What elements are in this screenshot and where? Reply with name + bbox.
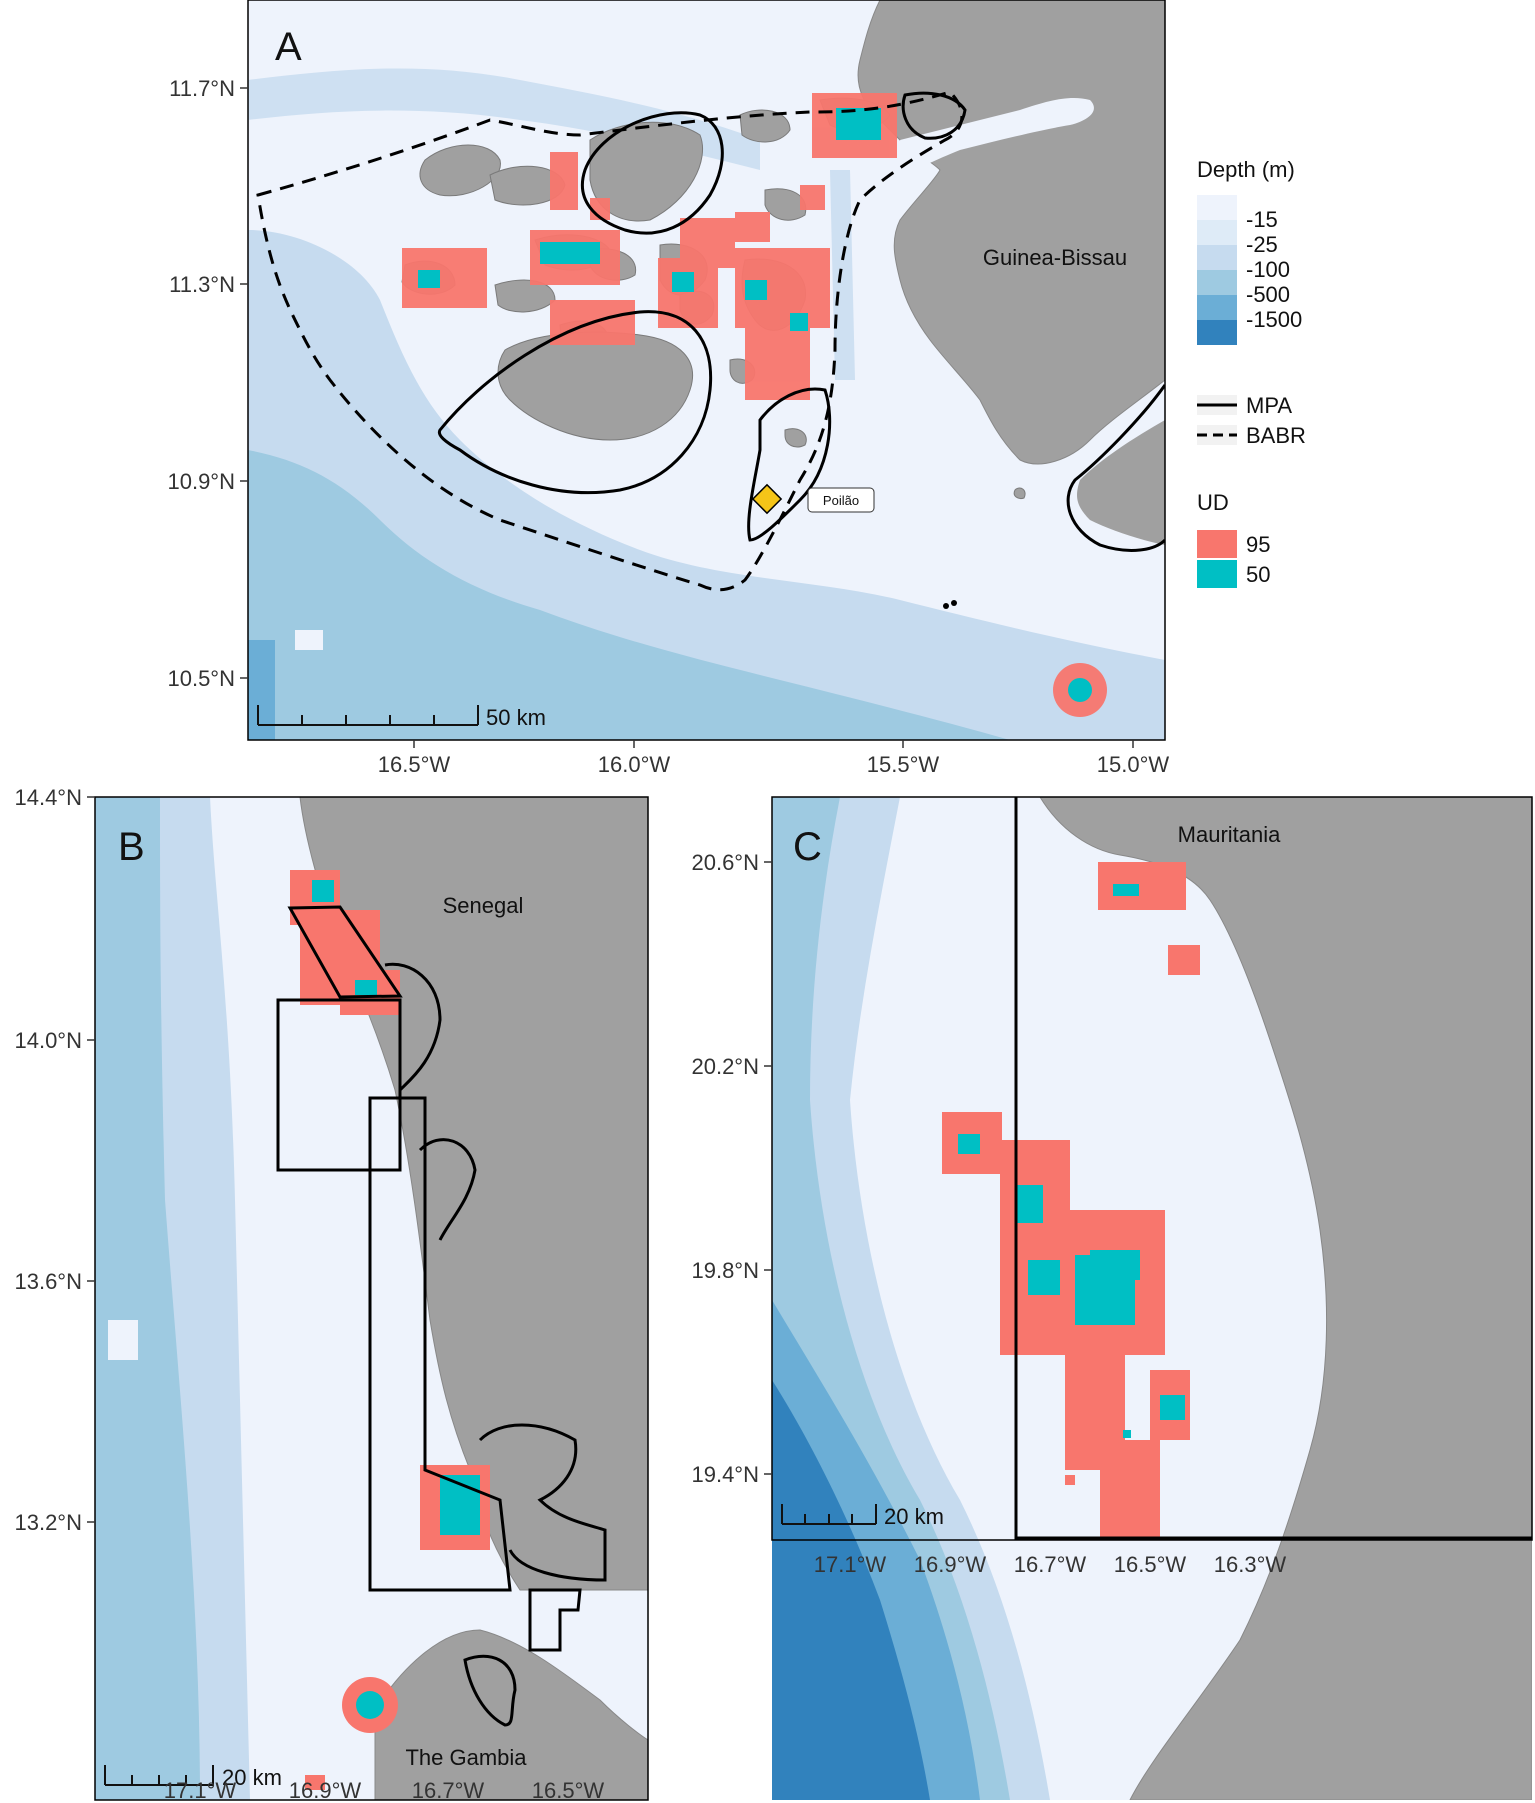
legend-ud-title: UD (1197, 490, 1229, 515)
panel-c-x-axis: 17.1°W 16.9°W 16.7°W 16.5°W 16.3°W (814, 1552, 1287, 1577)
legend: Depth (m) -15 -25 -100 -500 -1500 MPA BA… (1197, 157, 1306, 588)
islet-dot (951, 600, 957, 606)
panel-c-frame (771, 796, 1533, 1541)
x-tick-label: 16.7°W (412, 1778, 485, 1803)
panel-b-x-axis: 17.1°W 16.9°W 16.7°W 16.5°W (164, 1778, 605, 1803)
islet-dot (943, 603, 949, 609)
legend-mpa-label: MPA (1246, 393, 1292, 418)
depth-label: -25 (1246, 232, 1278, 257)
panel-a: Poilão Guinea-Bissau A 50 km (167, 0, 1169, 777)
country-label-mauritania: Mauritania (1178, 822, 1281, 847)
poilao-label: Poilão (823, 493, 859, 508)
depth-band-100 (248, 450, 1010, 740)
x-tick-label: 16.0°W (598, 752, 671, 777)
panel-c-y-axis: 20.6°N 20.2°N 19.8°N 19.4°N (691, 850, 772, 1487)
scale-bar-a (257, 705, 479, 726)
depth-band-15-upper (248, 68, 760, 170)
legend-ud-50-label: 50 (1246, 562, 1270, 587)
y-tick-label: 13.2°N (14, 1510, 82, 1535)
y-tick-label: 11.7°N (169, 76, 235, 101)
country-label-gambia: The Gambia (405, 1745, 527, 1770)
panel-a-x-axis: 16.5°W 16.0°W 15.5°W 15.0°W (378, 740, 1170, 777)
y-tick-label: 11.3°N (169, 272, 235, 297)
depth-band-1500 (772, 1380, 930, 1800)
panel-b-y-axis: 14.4°N 14.0°N 13.6°N 13.2°N (14, 785, 95, 1535)
panel-letter-c: C (793, 825, 822, 869)
panel-c-map: Mauritania C 20 km (772, 797, 1532, 1800)
x-tick-label: 15.5°W (867, 752, 940, 777)
panel-letter-b: B (118, 825, 145, 869)
scale-label-c: 20 km (884, 1504, 944, 1529)
legend-depth-title: Depth (m) (1197, 157, 1295, 182)
scale-bar-c (781, 1504, 877, 1525)
scale-bar-b (104, 1765, 214, 1786)
panel-c: Mauritania C 20 km 20.6°N 20.2°N 19.8°N … (691, 796, 1533, 1800)
panel-b: Senegal The Gambia B 20 km 14.4°N 14.0°N… (14, 785, 649, 1803)
y-tick-label: 13.6°N (14, 1269, 82, 1294)
estuary (900, 98, 1094, 175)
scale-label-b: 20 km (222, 1765, 282, 1790)
poilao-label-box (807, 487, 875, 513)
depth-patch (295, 630, 323, 650)
y-tick-label: 20.2°N (691, 1054, 759, 1079)
country-label-guinea-bissau: Guinea-Bissau (983, 245, 1127, 270)
poilao-marker (751, 483, 783, 515)
depth-label: -15 (1246, 207, 1278, 232)
mpa-outline (1014, 797, 1532, 1540)
panel-a-map: Poilão Guinea-Bissau A 50 km (248, 0, 1165, 740)
x-tick-label: 16.5°W (1114, 1552, 1187, 1577)
ud-50-areas (418, 108, 1092, 702)
depth-label: -1500 (1246, 307, 1302, 332)
mainland-south (1077, 420, 1165, 545)
panel-a-y-axis: 11.7°N 11.3°N 10.9°N 10.5°N (167, 76, 248, 691)
y-tick-label: 20.6°N (691, 850, 759, 875)
y-tick-label: 10.9°N (167, 469, 235, 494)
panel-b-map: Senegal The Gambia B 20 km (95, 797, 648, 1800)
ud-95-swatch (1197, 530, 1237, 558)
country-label-senegal: Senegal (443, 893, 524, 918)
x-tick-label: 16.9°W (289, 1778, 362, 1803)
x-tick-label: 16.5°W (532, 1778, 605, 1803)
panel-a-frame (247, 0, 1166, 741)
depth-band-500 (248, 640, 275, 740)
x-tick-label: 16.9°W (914, 1552, 987, 1577)
x-tick-label: 17.1°W (814, 1552, 887, 1577)
y-tick-label: 19.8°N (691, 1258, 759, 1283)
mpa-outlines (276, 905, 607, 1727)
depth-colorbar (1197, 195, 1237, 345)
panel-b-frame (94, 796, 649, 1801)
babr-outline (256, 90, 964, 592)
ud-50-areas (958, 884, 1185, 1438)
depth-label: -100 (1246, 257, 1290, 282)
legend-ud-95-label: 95 (1246, 532, 1270, 557)
x-tick-label: 15.0°W (1097, 752, 1170, 777)
y-tick-label: 19.4°N (691, 1462, 759, 1487)
x-tick-label: 16.5°W (378, 752, 451, 777)
y-tick-label: 14.4°N (14, 785, 82, 810)
legend-babr-label: BABR (1246, 423, 1306, 448)
scale-label-a: 50 km (486, 705, 546, 730)
x-tick-label: 16.7°W (1014, 1552, 1087, 1577)
line-legend (1197, 395, 1237, 445)
ud-50-swatch (1197, 560, 1237, 588)
x-tick-label: 17.1°W (164, 1778, 237, 1803)
panel-letter-a: A (275, 25, 302, 69)
y-tick-label: 10.5°N (167, 666, 235, 691)
y-tick-label: 14.0°N (14, 1028, 82, 1053)
depth-label: -500 (1246, 282, 1290, 307)
x-tick-label: 16.3°W (1214, 1552, 1287, 1577)
depth-patch (108, 1320, 138, 1360)
